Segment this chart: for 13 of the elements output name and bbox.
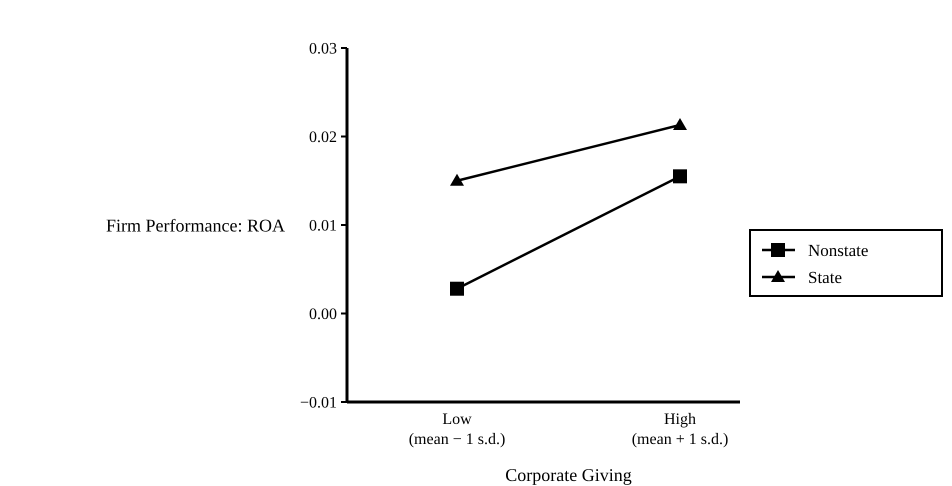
x-tick-label: High (mean + 1 s.d.) — [632, 411, 728, 448]
y-tick-label: 0.03 — [309, 40, 337, 58]
y-tick-label: 0.01 — [309, 218, 337, 235]
x-axis-title: Corporate Giving — [505, 465, 632, 485]
y-tick-label: 0.00 — [309, 306, 337, 324]
x-tick-label: Low (mean − 1 s.d.) — [408, 411, 506, 448]
y-tick-label: −0.01 — [300, 394, 337, 412]
y-axis-title: Firm Performance: ROA — [106, 215, 285, 236]
legend-label: State — [808, 268, 842, 287]
y-tick-label: 0.02 — [309, 129, 337, 146]
point — [673, 169, 687, 184]
point — [450, 282, 464, 296]
legend-label: Nonstate — [808, 240, 868, 260]
